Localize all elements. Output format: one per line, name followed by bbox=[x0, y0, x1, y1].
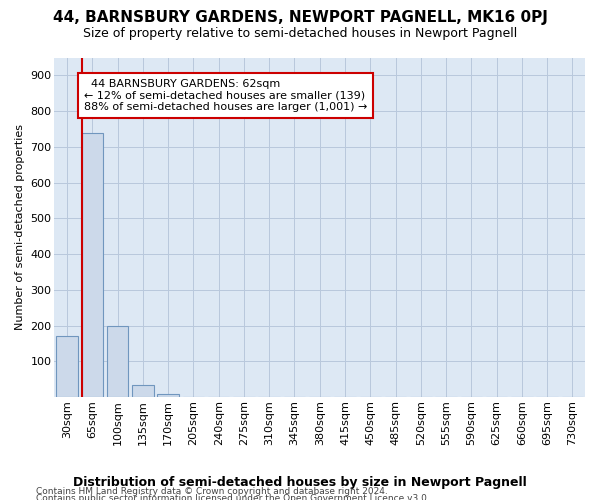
Text: Size of property relative to semi-detached houses in Newport Pagnell: Size of property relative to semi-detach… bbox=[83, 28, 517, 40]
Bar bbox=[82, 132, 103, 397]
Bar bbox=[56, 336, 78, 397]
Bar bbox=[157, 394, 179, 397]
Text: 44 BARNSBURY GARDENS: 62sqm
← 12% of semi-detached houses are smaller (139)
88% : 44 BARNSBURY GARDENS: 62sqm ← 12% of sem… bbox=[83, 79, 367, 112]
Text: 44, BARNSBURY GARDENS, NEWPORT PAGNELL, MK16 0PJ: 44, BARNSBURY GARDENS, NEWPORT PAGNELL, … bbox=[53, 10, 547, 25]
Text: Contains HM Land Registry data © Crown copyright and database right 2024.: Contains HM Land Registry data © Crown c… bbox=[36, 487, 388, 496]
Text: Distribution of semi-detached houses by size in Newport Pagnell: Distribution of semi-detached houses by … bbox=[73, 476, 527, 489]
Y-axis label: Number of semi-detached properties: Number of semi-detached properties bbox=[15, 124, 25, 330]
Text: Contains public sector information licensed under the Open Government Licence v3: Contains public sector information licen… bbox=[36, 494, 430, 500]
Bar bbox=[107, 326, 128, 397]
Bar bbox=[132, 384, 154, 397]
